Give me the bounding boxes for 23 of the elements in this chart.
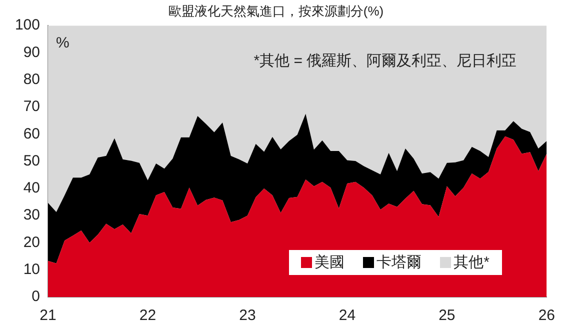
y-tick-label: 0 [32,288,40,306]
series-label: 卡塔爾 [376,253,422,272]
y-tick-label: 70 [23,98,40,116]
legend-label: 其他* [454,253,490,272]
x-tick-label: 26 [538,307,555,324]
y-tick-label: 100 [14,16,40,34]
y-tick-label: 10 [23,261,40,278]
y-tick-label: 40 [23,180,40,197]
chart-title: 歐盟液化天然氣進口，按來源劃分(%) [168,3,384,18]
x-tick-label: 23 [239,307,256,324]
y-tick-label: 60 [23,125,40,142]
x-tick-label: 22 [139,307,156,324]
x-tick-label: 24 [338,307,356,324]
y-tick-label: 50 [23,152,40,170]
y-tick-label: 80 [23,71,40,88]
legend-label: 美國 [314,253,345,272]
x-tick-label: 25 [438,307,456,324]
annotation: *其他 = 俄羅斯、阿爾及利亞、尼日利亞 [254,52,517,70]
y-tick-label: 90 [23,44,40,61]
y-tick-label: 30 [23,206,40,224]
x-tick-label: 21 [40,307,56,324]
y-tick-label: 20 [23,234,40,251]
y-axis-title: % [56,34,70,52]
